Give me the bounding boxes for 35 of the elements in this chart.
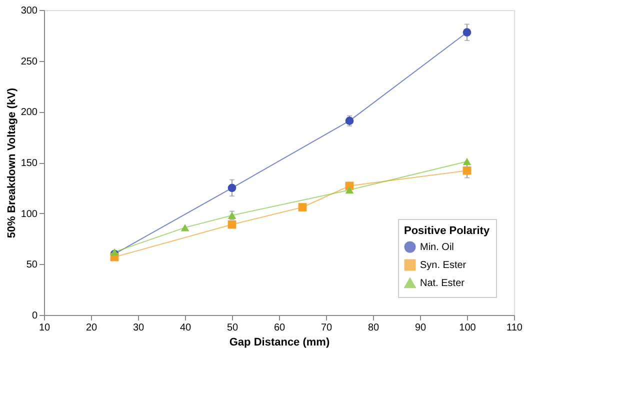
point xyxy=(110,248,119,256)
point xyxy=(298,203,307,212)
point xyxy=(345,116,354,125)
legend-label: Syn. Ester xyxy=(420,260,467,271)
y-tick-label: 150 xyxy=(20,158,38,169)
point xyxy=(462,166,472,175)
y-axis-title: 50% Breakdown Voltage (kV) xyxy=(6,88,18,238)
x-tick-label: 30 xyxy=(132,322,144,334)
point xyxy=(462,28,472,37)
x-tick-label: 10 xyxy=(38,322,50,334)
x-tick-label: 70 xyxy=(320,322,332,334)
x-tick-label: 80 xyxy=(368,322,380,334)
x-tick-label: 110 xyxy=(506,322,523,334)
point xyxy=(462,158,472,166)
y-tick-label: 250 xyxy=(20,56,38,68)
point xyxy=(180,224,190,232)
point xyxy=(345,186,354,194)
x-tick-label: 40 xyxy=(180,322,192,334)
point xyxy=(228,212,236,219)
y-tick-label: 0 xyxy=(32,310,38,322)
legend-label: Min. Oil xyxy=(420,242,454,253)
x-axis-title: Gap Distance (mm) xyxy=(229,336,330,348)
x-tick-label: 50 xyxy=(226,322,238,334)
legend-label: Nat. Ester xyxy=(420,278,466,289)
point xyxy=(228,184,236,192)
x-tick-label: 60 xyxy=(274,322,286,334)
x-tick-label: 100 xyxy=(459,322,476,334)
y-tick-label: 50 xyxy=(26,260,38,271)
legend-title: Positive Polarity xyxy=(404,225,490,237)
y-tick-label: 200 xyxy=(20,107,38,118)
x-tick-label: 20 xyxy=(86,322,98,334)
y-tick-label: 300 xyxy=(20,6,38,16)
x-tick-label: 90 xyxy=(414,322,426,334)
point xyxy=(228,220,236,229)
y-tick-label: 100 xyxy=(20,208,38,220)
